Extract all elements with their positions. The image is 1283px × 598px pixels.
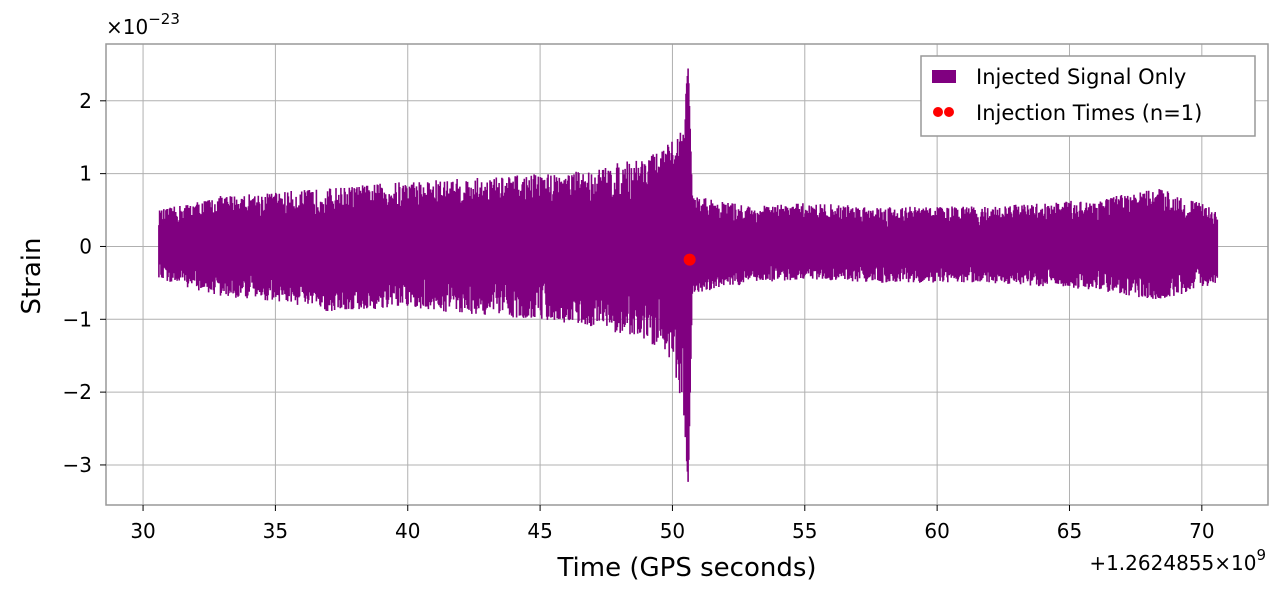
y-tick-label: −1 bbox=[63, 307, 92, 331]
x-tick-label: 55 bbox=[792, 519, 817, 543]
legend-label-injection-times: Injection Times (n=1) bbox=[976, 101, 1202, 125]
y-axis-multiplier: ×10−23 bbox=[106, 10, 180, 39]
plot-frame bbox=[105, 43, 1269, 506]
x-tick-label: 60 bbox=[924, 519, 949, 543]
legend-marker-injection-times bbox=[944, 107, 954, 117]
x-tick-label: 70 bbox=[1189, 519, 1214, 543]
legend-marker-injection-times bbox=[933, 107, 943, 117]
x-tick-label: 45 bbox=[527, 519, 552, 543]
legend: Injected Signal Only Injection Times (n=… bbox=[920, 55, 1256, 137]
x-tick-label: 35 bbox=[263, 519, 288, 543]
x-tick-label: 50 bbox=[660, 519, 685, 543]
x-tick-label: 65 bbox=[1057, 519, 1082, 543]
y-tick-label: −2 bbox=[63, 380, 92, 404]
x-tick-label: 30 bbox=[130, 519, 155, 543]
signal-trace bbox=[158, 68, 1219, 482]
x-axis-offset: +1.2624855×109 bbox=[1089, 546, 1266, 575]
y-tick-label: 1 bbox=[79, 162, 92, 186]
plot-data bbox=[158, 68, 1219, 482]
injection-time-point bbox=[683, 253, 696, 266]
x-tick-label: 40 bbox=[395, 519, 420, 543]
x-axis-label: Time (GPS seconds) bbox=[556, 553, 816, 583]
legend-box bbox=[920, 55, 1256, 137]
y-tick-label: 0 bbox=[79, 234, 92, 258]
ticks: 30 35 40 45 50 55 60 65 70 −3 −2 −1 0 1 2 bbox=[63, 89, 1215, 543]
legend-swatch-injected-signal bbox=[932, 70, 956, 83]
y-tick-label: −3 bbox=[63, 453, 92, 477]
y-tick-label: 2 bbox=[79, 89, 92, 113]
legend-label-injected-signal: Injected Signal Only bbox=[976, 65, 1186, 89]
y-axis-label: Strain bbox=[17, 237, 47, 314]
